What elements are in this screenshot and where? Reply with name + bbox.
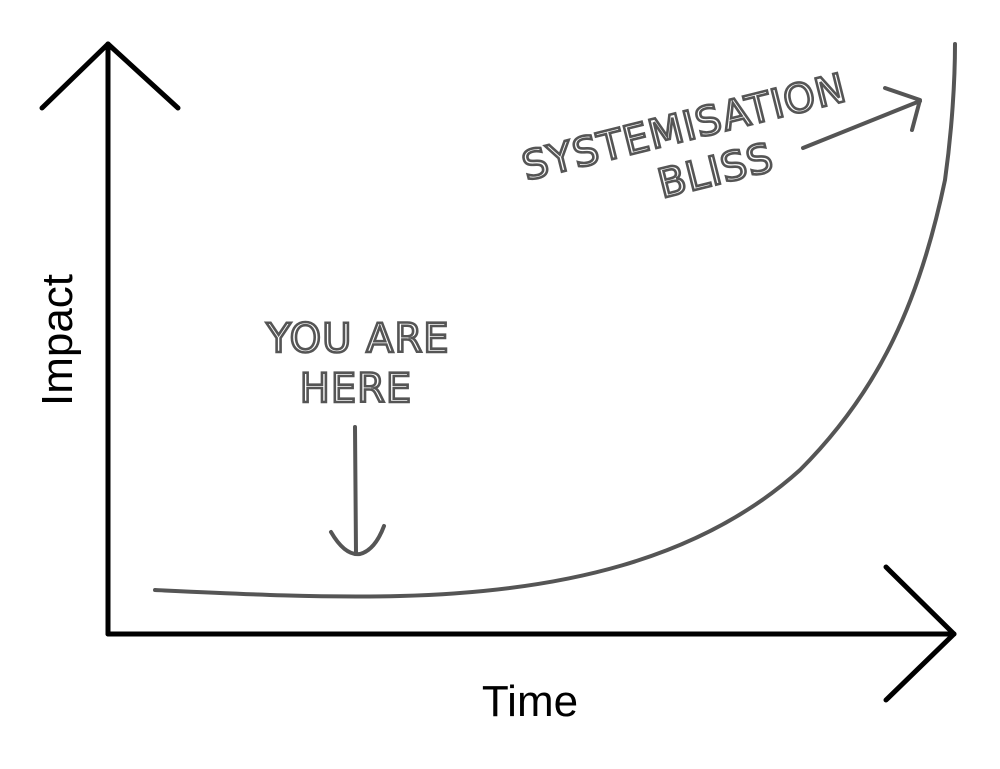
x-axis-arrowhead [883,564,957,703]
systemisation-bliss-arrowhead [883,86,922,132]
y-axis-label: Impact [33,274,82,406]
you-are-here-arrowhead [329,524,386,557]
you-are-here-line-2: HERE [300,366,412,412]
you-are-here-line-1: YOU ARE [265,316,449,362]
systemisation-bliss-arrow-shaft [801,99,922,150]
you-are-here-arrow-shaft [353,425,358,555]
y-axis-arrowhead [39,41,181,111]
exponential-curve [153,42,957,599]
x-axis-label: Time [482,677,578,726]
